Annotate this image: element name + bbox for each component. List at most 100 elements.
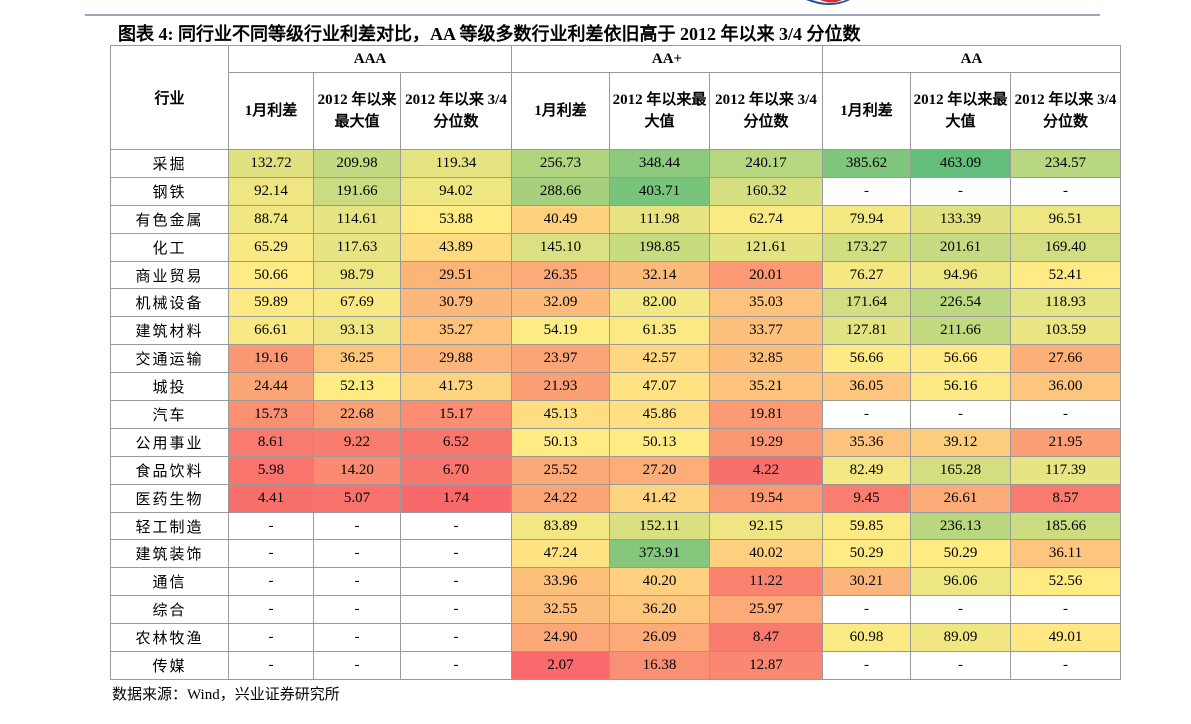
value-cell: 288.66 bbox=[511, 176, 610, 206]
value-cell: 19.29 bbox=[708, 427, 824, 457]
data-row: 汽车 15.73 22.68 15.17 45.13 45.86 19.81- - - bbox=[110, 400, 1122, 429]
value-cell: 127.81 bbox=[822, 316, 912, 346]
value-cell: - bbox=[228, 623, 314, 653]
value-cell: 198.85 bbox=[609, 232, 710, 262]
value-cell: 26.35 bbox=[511, 260, 610, 290]
value-cell: - bbox=[400, 539, 512, 569]
header-cell: 行业 bbox=[110, 45, 229, 150]
value-cell: 36.20 bbox=[609, 595, 710, 625]
data-row: 食品饮料 5.98 14.20 6.70 25.52 27.20 4.22 82.49 165.… bbox=[110, 455, 1122, 485]
column-header: 1月利差 bbox=[822, 72, 912, 150]
value-cell: 30.21 bbox=[822, 567, 912, 597]
value-cell: 21.95 bbox=[1010, 427, 1122, 457]
value-cell: - bbox=[313, 651, 401, 680]
data-row: 有色金属 88.74 114.61 53.88 40.49 111.98 62.74 79.9… bbox=[110, 204, 1122, 234]
value-cell: 82.49 bbox=[822, 455, 912, 485]
industry-cell: 建筑材料 bbox=[110, 316, 229, 346]
value-cell: 6.70 bbox=[400, 455, 512, 485]
value-cell: 94.96 bbox=[910, 260, 1012, 290]
value-cell: 118.93 bbox=[1010, 288, 1122, 318]
industry-cell: 商业贸易 bbox=[110, 260, 229, 290]
value-cell: 25.97 bbox=[708, 595, 824, 625]
value-cell: 56.66 bbox=[910, 344, 1012, 374]
industry-cell: 轻工制造 bbox=[110, 511, 229, 541]
value-cell: 27.66 bbox=[1010, 344, 1122, 374]
industry-cell: 化工 bbox=[110, 232, 229, 262]
value-cell: 45.86 bbox=[609, 400, 710, 429]
value-cell: 114.61 bbox=[313, 204, 401, 234]
value-cell: - bbox=[228, 595, 314, 625]
value-cell: 59.85 bbox=[822, 511, 912, 541]
data-row: 医药生物 4.41 5.07 1.74 24.22 41.42 19.54 9.45 26.61… bbox=[110, 483, 1122, 513]
value-cell: 24.44 bbox=[228, 372, 314, 402]
industry-cell: 有色金属 bbox=[110, 204, 229, 234]
industry-cell: 农林牧渔 bbox=[110, 623, 229, 653]
value-cell: 132.72 bbox=[228, 149, 314, 178]
value-cell: 117.39 bbox=[1010, 455, 1122, 485]
value-cell: 47.24 bbox=[511, 539, 610, 569]
group-header: AA+ bbox=[510, 45, 824, 73]
value-cell: - bbox=[910, 651, 1012, 680]
value-cell: 36.25 bbox=[313, 344, 401, 374]
value-cell: 5.07 bbox=[313, 483, 401, 513]
value-cell: - bbox=[313, 567, 401, 597]
value-cell: - bbox=[228, 567, 314, 597]
value-cell: 240.17 bbox=[708, 149, 824, 178]
value-cell: 33.77 bbox=[708, 316, 824, 346]
value-cell: 42.57 bbox=[609, 344, 710, 374]
value-cell: 2.07 bbox=[511, 651, 610, 680]
value-cell: 14.20 bbox=[313, 455, 401, 485]
data-row: 建筑材料 66.61 93.13 35.27 54.19 61.35 33.77 127.81… bbox=[110, 316, 1122, 346]
value-cell: 50.29 bbox=[822, 539, 912, 569]
value-cell: 98.79 bbox=[313, 260, 401, 290]
industry-cell: 采掘 bbox=[110, 149, 229, 178]
value-cell: - bbox=[400, 595, 512, 625]
value-cell: - bbox=[400, 651, 512, 680]
value-cell: 119.34 bbox=[400, 149, 512, 178]
value-cell: 89.09 bbox=[910, 623, 1012, 653]
value-cell: - bbox=[1010, 400, 1122, 429]
header-row: 行业 AAA AA+ AA bbox=[110, 45, 1122, 150]
value-cell: - bbox=[1010, 651, 1122, 680]
value-cell: 67.69 bbox=[313, 288, 401, 318]
value-cell: 103.59 bbox=[1010, 316, 1122, 346]
data-row: 城投 24.44 52.13 41.73 21.93 47.07 35.21 36.05 56.… bbox=[110, 372, 1122, 402]
value-cell: 19.81 bbox=[708, 400, 824, 429]
value-cell: 22.68 bbox=[313, 400, 401, 429]
value-cell: 53.88 bbox=[400, 204, 512, 234]
value-cell: 62.74 bbox=[708, 204, 824, 234]
value-cell: 211.66 bbox=[910, 316, 1012, 346]
industry-cell: 汽车 bbox=[110, 400, 229, 429]
value-cell: 93.13 bbox=[313, 316, 401, 346]
column-header: 2012 年以来最大值 bbox=[609, 72, 710, 150]
value-cell: 4.41 bbox=[228, 483, 314, 513]
value-cell: 173.27 bbox=[822, 232, 912, 262]
header-decoration bbox=[85, 0, 1100, 16]
value-cell: 39.12 bbox=[910, 427, 1012, 457]
value-cell: 52.41 bbox=[1010, 260, 1122, 290]
value-cell: 36.11 bbox=[1010, 539, 1122, 569]
data-row: 机械设备 59.89 67.69 30.79 32.09 82.00 35.03 171.64… bbox=[110, 288, 1122, 318]
value-cell: 226.54 bbox=[910, 288, 1012, 318]
value-cell: 12.87 bbox=[708, 651, 824, 680]
value-cell: 201.61 bbox=[910, 232, 1012, 262]
value-cell: 32.14 bbox=[609, 260, 710, 290]
spread-table: 行业 AAA AA+ AA 1月利差 2012 年以来最大值 2012 年以来 3/4 分位… bbox=[110, 45, 1122, 680]
value-cell: 19.16 bbox=[228, 344, 314, 374]
value-cell: 65.29 bbox=[228, 232, 314, 262]
value-cell: 4.22 bbox=[708, 455, 824, 485]
value-cell: 16.38 bbox=[609, 651, 710, 680]
value-cell: 385.62 bbox=[822, 149, 912, 178]
industry-cell: 综合 bbox=[110, 595, 229, 625]
value-cell: 59.89 bbox=[228, 288, 314, 318]
data-row: 交通运输 19.16 36.25 29.88 23.97 42.57 32.85 56.66 5… bbox=[110, 344, 1122, 374]
value-cell: 43.89 bbox=[400, 232, 512, 262]
industry-cell: 传媒 bbox=[110, 651, 229, 680]
industry-cell: 医药生物 bbox=[110, 483, 229, 513]
value-cell: 36.00 bbox=[1010, 372, 1122, 402]
value-cell: - bbox=[910, 176, 1012, 206]
value-cell: 50.29 bbox=[910, 539, 1012, 569]
value-cell: 133.39 bbox=[910, 204, 1012, 234]
data-row: 采掘 132.72 209.98 119.34 256.73 348.44 240.17 38… bbox=[110, 149, 1122, 178]
value-cell: - bbox=[910, 595, 1012, 625]
